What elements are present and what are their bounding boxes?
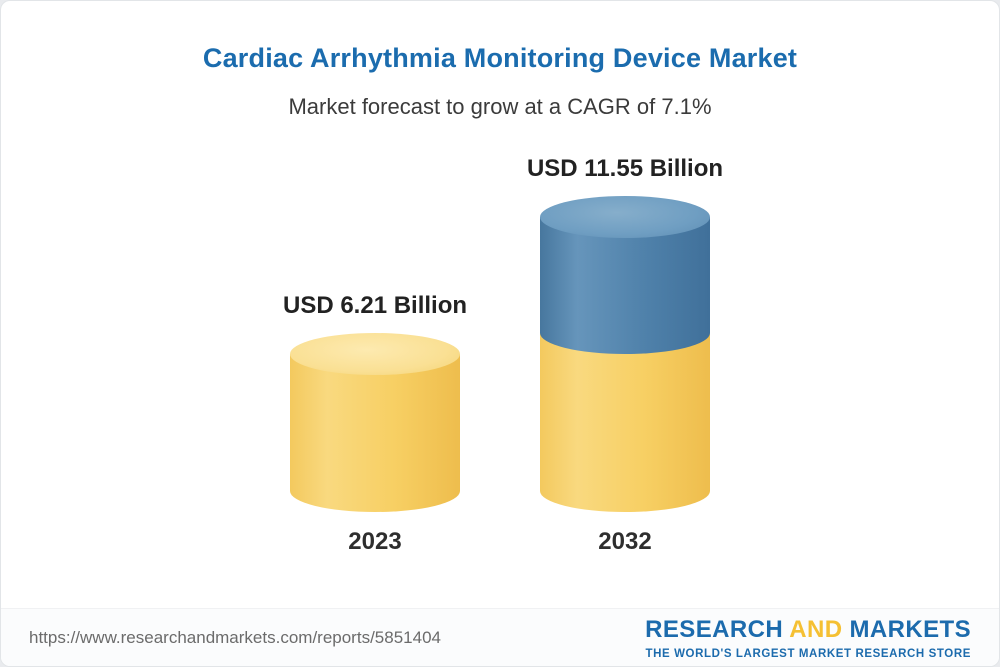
logo-word-markets: MARKETS [849, 615, 971, 643]
cylinder [290, 332, 460, 512]
bar-year-label: 2032 [598, 528, 652, 555]
cylinder-top-ellipse [290, 332, 460, 375]
cylinder-segment-growth [540, 217, 710, 354]
chart-area: USD 6.21 Billion 2023 USD 11.55 Billion 203… [1, 155, 999, 556]
cylinder [540, 196, 710, 512]
chart-title: Cardiac Arrhythmia Monitoring Device Mar… [202, 43, 798, 73]
footer: https://www.researchandmarkets.com/repor… [1, 608, 999, 666]
logo-wordmark: RESEARCH AND MARKETS [645, 616, 971, 644]
research-and-markets-logo: RESEARCH AND MARKETS THE WORLD'S LARGEST… [645, 616, 971, 660]
cylinder-top-ellipse [540, 196, 710, 239]
chart-header: Cardiac Arrhythmia Monitoring Device Mar… [1, 1, 999, 120]
chart-bar-2023: USD 6.21 Billion 2023 [283, 292, 467, 556]
bar-value-label: USD 6.21 Billion [282, 291, 468, 319]
cylinder-segment-base [290, 353, 460, 512]
report-url[interactable]: https://www.researchandmarkets.com/repor… [29, 627, 441, 647]
logo-word-research: RESEARCH [645, 615, 784, 643]
logo-tagline: THE WORLD'S LARGEST MARKET RESEARCH STOR… [645, 647, 971, 660]
bar-year-label: 2023 [348, 528, 402, 555]
chart-subtitle: Market forecast to grow at a CAGR of 7.1… [288, 94, 712, 119]
bar-value-label: USD 11.55 Billion [526, 155, 724, 183]
cylinder-segment-base [540, 332, 710, 512]
chart-bar-2032: USD 11.55 Billion 2032 [527, 155, 723, 556]
logo-word-and: AND [789, 615, 843, 643]
